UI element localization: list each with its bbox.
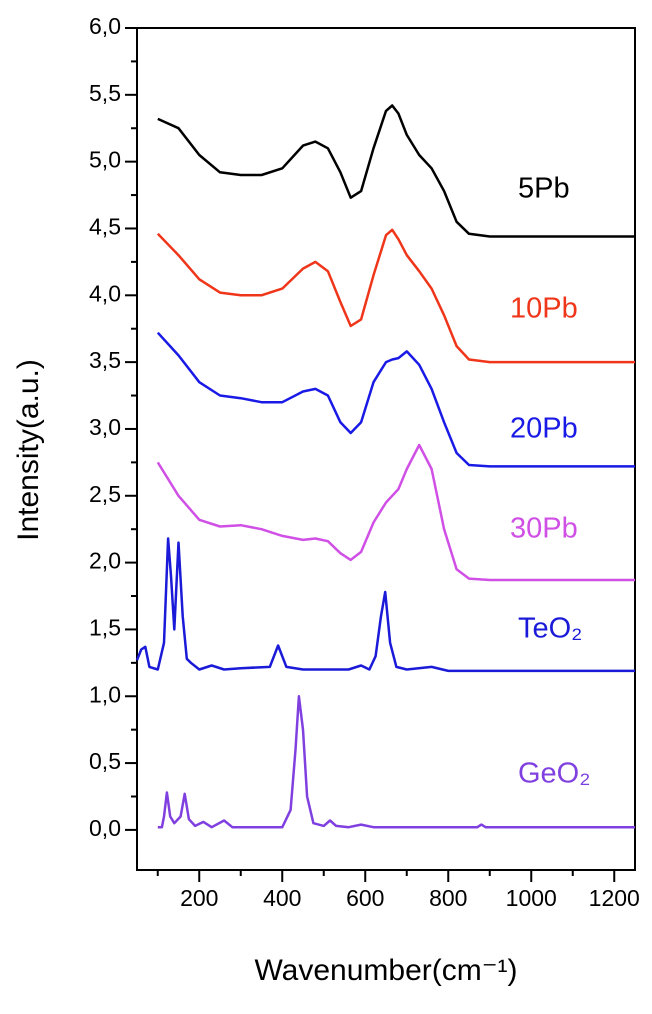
y-axis-title: Intensity(a.u.)	[12, 359, 45, 541]
y-tick-label: 2,0	[89, 548, 121, 574]
series-line	[156, 443, 635, 582]
x-tick-label: 200	[180, 885, 218, 911]
plot-frame	[136, 27, 636, 871]
series-label: TeO₂	[518, 613, 582, 645]
series-label: 10Pb	[510, 293, 578, 325]
y-tick-label: 4,0	[89, 280, 121, 306]
series-line	[135, 537, 635, 673]
y-tick-label: 3,0	[89, 414, 121, 440]
x-tick-label: 600	[346, 885, 384, 911]
y-tick-label: 4,5	[89, 214, 121, 240]
y-tick-label: 5,0	[89, 147, 121, 173]
y-tick-label: 2,5	[89, 481, 121, 507]
y-tick-label: 6,0	[89, 13, 121, 39]
y-tick-label: 0,5	[89, 748, 121, 774]
y-tick-label: 5,5	[89, 80, 121, 106]
x-tick-label: 400	[263, 885, 301, 911]
y-tick-label: 0,0	[89, 815, 121, 841]
x-axis-title: Wavenumber(cm⁻¹)	[254, 954, 517, 987]
series-label: 30Pb	[510, 513, 578, 545]
y-tick-label: 1,0	[89, 681, 121, 707]
y-tick-label: 3,5	[89, 347, 121, 373]
series-line	[157, 695, 635, 829]
series-line	[156, 228, 635, 364]
x-tick-label: 800	[429, 885, 467, 911]
series-line	[157, 104, 635, 238]
x-tick-label: 1000	[506, 885, 557, 911]
series-line	[156, 331, 635, 468]
x-tick-label: 1200	[589, 885, 640, 911]
series-label: 20Pb	[510, 413, 578, 445]
series-label: GeO₂	[518, 758, 591, 790]
y-tick-label: 1,5	[89, 615, 121, 641]
series-label: 5Pb	[518, 173, 570, 205]
